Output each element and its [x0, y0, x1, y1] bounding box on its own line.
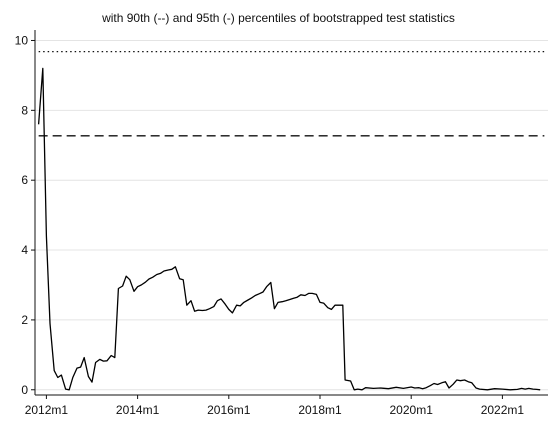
- gridlines: [35, 39, 548, 391]
- axes: 0 2 4 6 8 10 2012m1 2014m1 2016m1 2018m1 2020m1 202…: [15, 30, 548, 417]
- y-tick-label: 4: [21, 243, 28, 257]
- y-tick-label: 10: [15, 33, 29, 47]
- x-tick-label: 2020m1: [390, 403, 434, 417]
- series-layer: [37, 67, 541, 391]
- x-tick-label: 2012m1: [25, 403, 69, 417]
- y-tick-label: 8: [21, 103, 28, 117]
- chart-title: with 90th (--) and 95th (-) percentiles …: [102, 11, 455, 25]
- series-line: [37, 67, 541, 391]
- x-tick-label: 2016m1: [207, 403, 251, 417]
- x-tick-label: 2018m1: [298, 403, 342, 417]
- y-tick-label: 6: [21, 173, 28, 187]
- y-tick-label: 0: [21, 383, 28, 397]
- x-tick-label: 2014m1: [116, 403, 160, 417]
- x-tick-label: 2022m1: [481, 403, 525, 417]
- percentile-lines: [38, 51, 545, 137]
- y-tick-label: 2: [21, 313, 28, 327]
